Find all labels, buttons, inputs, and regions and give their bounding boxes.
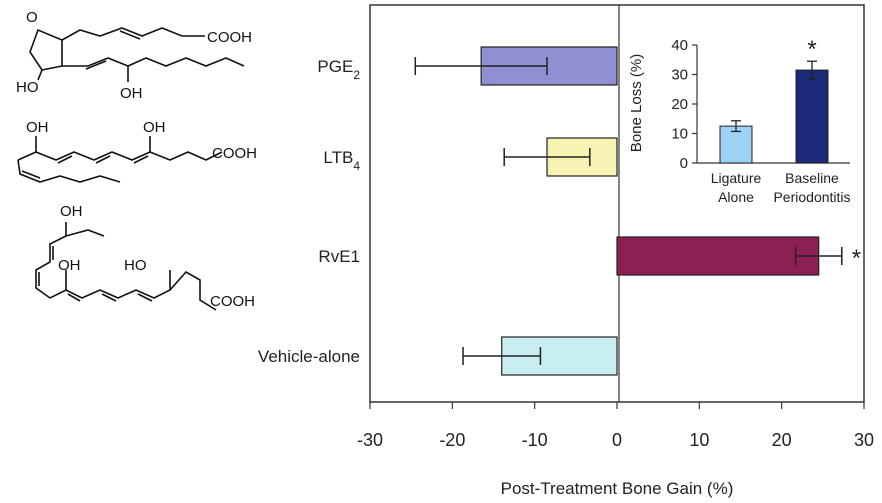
inset-bars: * [719,36,829,164]
inset-significance-marker: * [807,36,816,63]
x-tick-label: 30 [854,430,874,450]
ltb4-label-2: OH [143,119,166,136]
pge2-label-4: OH [120,85,143,102]
category-label: PGE2 [317,57,360,82]
inset-bar [719,125,753,164]
inset-y-ticks: 0 10 20 30 40 [671,37,697,172]
x-tick-label: 20 [772,430,792,450]
x-tick-label: 10 [689,430,709,450]
inset-y-axis-title: Bone Loss (%) [628,54,645,152]
inset-category-label: Periodontitis [773,189,850,205]
x-tick-label: -20 [439,430,465,450]
pge2-structure: O COOH HO OH [16,9,252,102]
main-bars: * [414,46,861,376]
ltb4-label-1: OH [26,119,49,136]
inset-bar [795,69,829,164]
x-axis-title: Post-Treatment Bone Gain (%) [501,479,734,498]
category-label: Vehicle-alone [258,347,360,366]
rve1-label-1: OH [60,203,83,220]
inset-category-label: Baseline [785,170,839,186]
inset-y-tick-label: 30 [671,67,688,84]
inset-category-label: Ligature [711,170,762,186]
rve1-label-3: HO [124,257,147,274]
inset-category-label: Alone [718,189,754,205]
pge2-label-1: O [26,9,38,26]
rve1-label-4: COOH [210,293,255,310]
main-chart: PGE2 LTB4 RvE1 Vehicle-alone * -30 -20 -10 0 10… [258,4,874,498]
x-tick-label: -10 [522,430,548,450]
inset-category-labels: Ligature Alone Baseline Periodontitis [711,170,851,205]
ltb4-label-3: COOH [212,145,257,162]
bar-rve1 [616,236,820,276]
inset-y-tick-label: 40 [671,37,688,54]
category-label: RvE1 [318,247,360,266]
rve1-structure: OH OH HO COOH [35,203,255,311]
rve1-label-2: OH [58,257,81,274]
inset-chart: Bone Loss (%) 0 10 20 30 40 * Ligature Alone B… [628,36,851,205]
inset-y-tick-label: 10 [671,126,688,143]
category-label: LTB4 [323,148,360,173]
inset-y-tick-label: 20 [671,96,688,113]
x-axis-ticks: -30 -20 -10 0 10 20 30 [357,402,874,450]
ltb4-structure: OH OH COOH [17,119,257,183]
inset-y-tick-label: 0 [680,155,688,172]
significance-marker: * [852,245,861,272]
x-tick-label: 0 [612,430,622,450]
x-tick-label: -30 [357,430,383,450]
pge2-label-2: COOH [207,29,252,46]
pge2-label-3: HO [16,79,39,96]
category-labels: PGE2 LTB4 RvE1 Vehicle-alone [258,57,360,366]
